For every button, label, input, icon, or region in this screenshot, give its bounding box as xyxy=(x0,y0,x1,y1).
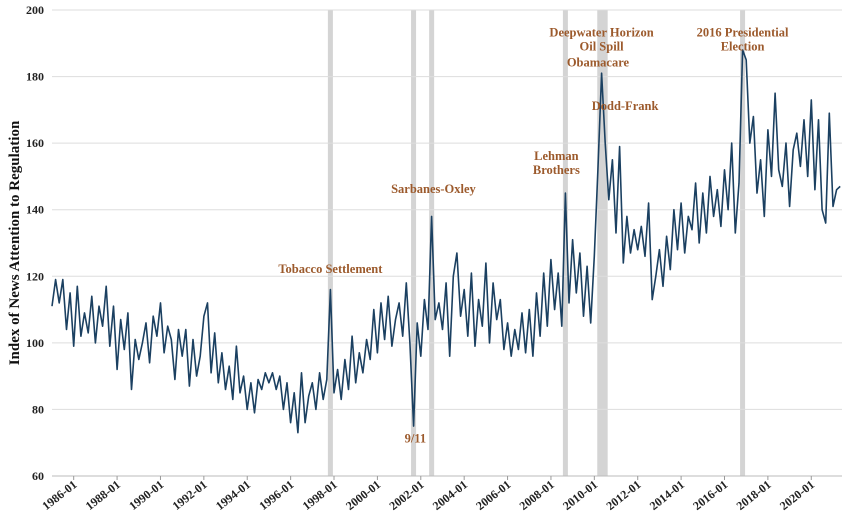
x-tick-label: 1996-01 xyxy=(256,477,296,513)
y-tick-label: 160 xyxy=(26,136,44,150)
x-tick-label: 2016-01 xyxy=(690,477,730,513)
event-band xyxy=(602,10,608,476)
x-tick-label: 1992-01 xyxy=(170,477,210,513)
event-band xyxy=(429,10,435,476)
event-band xyxy=(411,10,417,476)
event-band xyxy=(327,10,333,476)
y-tick-label: 200 xyxy=(26,3,44,17)
x-tick-label: 2010-01 xyxy=(560,477,600,513)
event-annotation: Dodd-Frank xyxy=(592,99,659,113)
series-line xyxy=(51,49,841,434)
y-tick-label: 140 xyxy=(26,203,44,217)
event-annotation: Tobacco Settlement xyxy=(278,262,383,276)
event-annotations: Tobacco Settlement 9/11 Sarbanes-Oxley Lehm… xyxy=(278,26,789,446)
x-tick-label: 2002-01 xyxy=(386,477,426,513)
y-axis-ticks: 60 80 100 120 140 160 180 200 xyxy=(26,3,44,483)
y-tick-label: 100 xyxy=(26,336,44,350)
x-tick-label: 1986-01 xyxy=(39,477,79,513)
event-annotation: Obamacare xyxy=(567,56,630,70)
x-tick-label: 2000-01 xyxy=(343,477,383,513)
y-tick-label: 180 xyxy=(26,70,44,84)
event-annotation: Sarbanes-Oxley xyxy=(391,182,476,196)
event-bands xyxy=(327,10,746,476)
y-tick-label: 80 xyxy=(32,402,44,416)
event-annotation: 9/11 xyxy=(405,432,427,446)
series-group xyxy=(51,49,841,434)
event-band xyxy=(597,10,605,476)
event-annotation: Deepwater Horizon Oil Spill xyxy=(549,26,653,54)
x-tick-label: 1998-01 xyxy=(300,477,340,513)
x-tick-label: 1994-01 xyxy=(213,477,253,513)
x-tick-label: 1990-01 xyxy=(126,477,166,513)
x-tick-label: 1988-01 xyxy=(83,477,123,513)
x-tick-label: 2014-01 xyxy=(647,477,687,513)
x-tick-label: 2004-01 xyxy=(430,477,470,513)
event-band xyxy=(740,10,746,476)
y-tick-label: 120 xyxy=(26,269,44,283)
y-tick-label: 60 xyxy=(32,469,44,483)
y-axis-label: Index of News Attention to Regulation xyxy=(7,120,23,365)
x-tick-label: 2020-01 xyxy=(777,477,817,513)
gridlines xyxy=(52,9,842,477)
event-annotation: 2016 Presidential Election xyxy=(697,26,789,54)
x-tick-label: 2008-01 xyxy=(517,477,557,513)
x-tick-label: 2018-01 xyxy=(734,477,774,513)
event-annotation: Lehman Brothers xyxy=(533,149,580,177)
x-tick-label: 2006-01 xyxy=(473,477,513,513)
x-axis-ticks: 1986-01 1988-01 1990-01 1992-01 1994-01 1996-… xyxy=(39,476,817,513)
event-band xyxy=(562,10,568,476)
x-tick-label: 2012-01 xyxy=(603,477,643,513)
